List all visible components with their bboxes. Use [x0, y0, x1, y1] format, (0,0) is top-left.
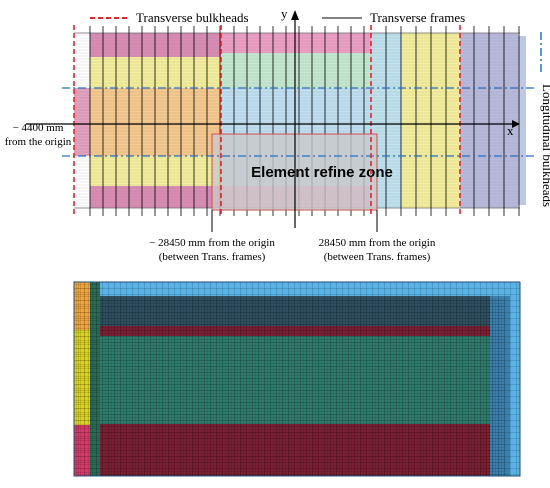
hull-schematic: Element refine zone x y Transverse bulkh…: [5, 6, 550, 262]
panel-bow-edge: [518, 36, 526, 205]
panel-mid-green: [221, 53, 371, 88]
legend-bulkhead-label: Transverse bulkheads: [136, 10, 249, 25]
panel-mid-top-pink: [221, 33, 371, 53]
y-axis-arrow-icon: [291, 10, 299, 20]
legend: Transverse bulkheads Transverse frames L…: [90, 10, 550, 207]
annotations: − 4400 mm from the origin − 28450 mm fro…: [5, 122, 436, 262]
transverse-frames: [89, 26, 520, 216]
left-offset-label: − 4400 mm: [13, 122, 64, 134]
left-offset-sublabel: from the origin: [5, 136, 72, 148]
pos-station-sublabel: (between Trans. frames): [324, 251, 431, 262]
x-axis-arrow-icon: [512, 120, 520, 128]
fe-mesh-view: [73, 281, 521, 477]
neg-station-sublabel: (between Trans. frames): [159, 251, 266, 262]
legend-longitudinal-label: Longitudinal bulkheads: [540, 84, 550, 207]
panel-left-orange: [90, 88, 221, 156]
panel-left-upper-yellow: [90, 57, 221, 88]
panel-left-top-pink: [90, 33, 221, 57]
panel-left-pink: [74, 88, 90, 156]
refine-zone-label: Element refine zone: [251, 164, 393, 181]
y-axis-label: y: [281, 6, 288, 21]
axes: x y: [26, 6, 520, 228]
pos-station-label: 28450 mm from the origin: [319, 237, 436, 249]
panel-left-bottom-pink: [90, 186, 221, 208]
x-axis-label: x: [507, 123, 514, 138]
panel-right-yellow: [401, 33, 460, 208]
mesh-grid-left: [74, 282, 100, 476]
legend-frame-label: Transverse frames: [370, 10, 465, 25]
mesh-outline: [73, 281, 521, 477]
panel-left-lower-yellow: [90, 156, 221, 186]
mesh-grid-fine: [100, 298, 505, 476]
neg-station-label: − 28450 mm from the origin: [149, 237, 275, 249]
